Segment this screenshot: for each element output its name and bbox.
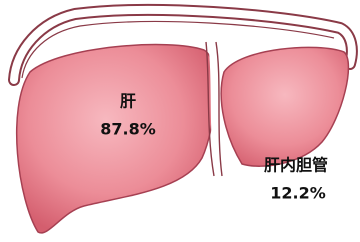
region-label: 肝 (120, 92, 136, 111)
liver-lobe-left (17, 45, 215, 233)
liver-diagram: 肝 87.8% 肝内胆管 12.2% (0, 0, 360, 242)
page: 肝 87.8% 肝内胆管 12.2% (() => { const data =… (0, 0, 360, 242)
liver-lobe-right (221, 47, 348, 166)
region-share: 87.8% (100, 120, 156, 139)
region-label: 肝内胆管 (264, 156, 328, 175)
region-share: 12.2% (270, 184, 326, 203)
